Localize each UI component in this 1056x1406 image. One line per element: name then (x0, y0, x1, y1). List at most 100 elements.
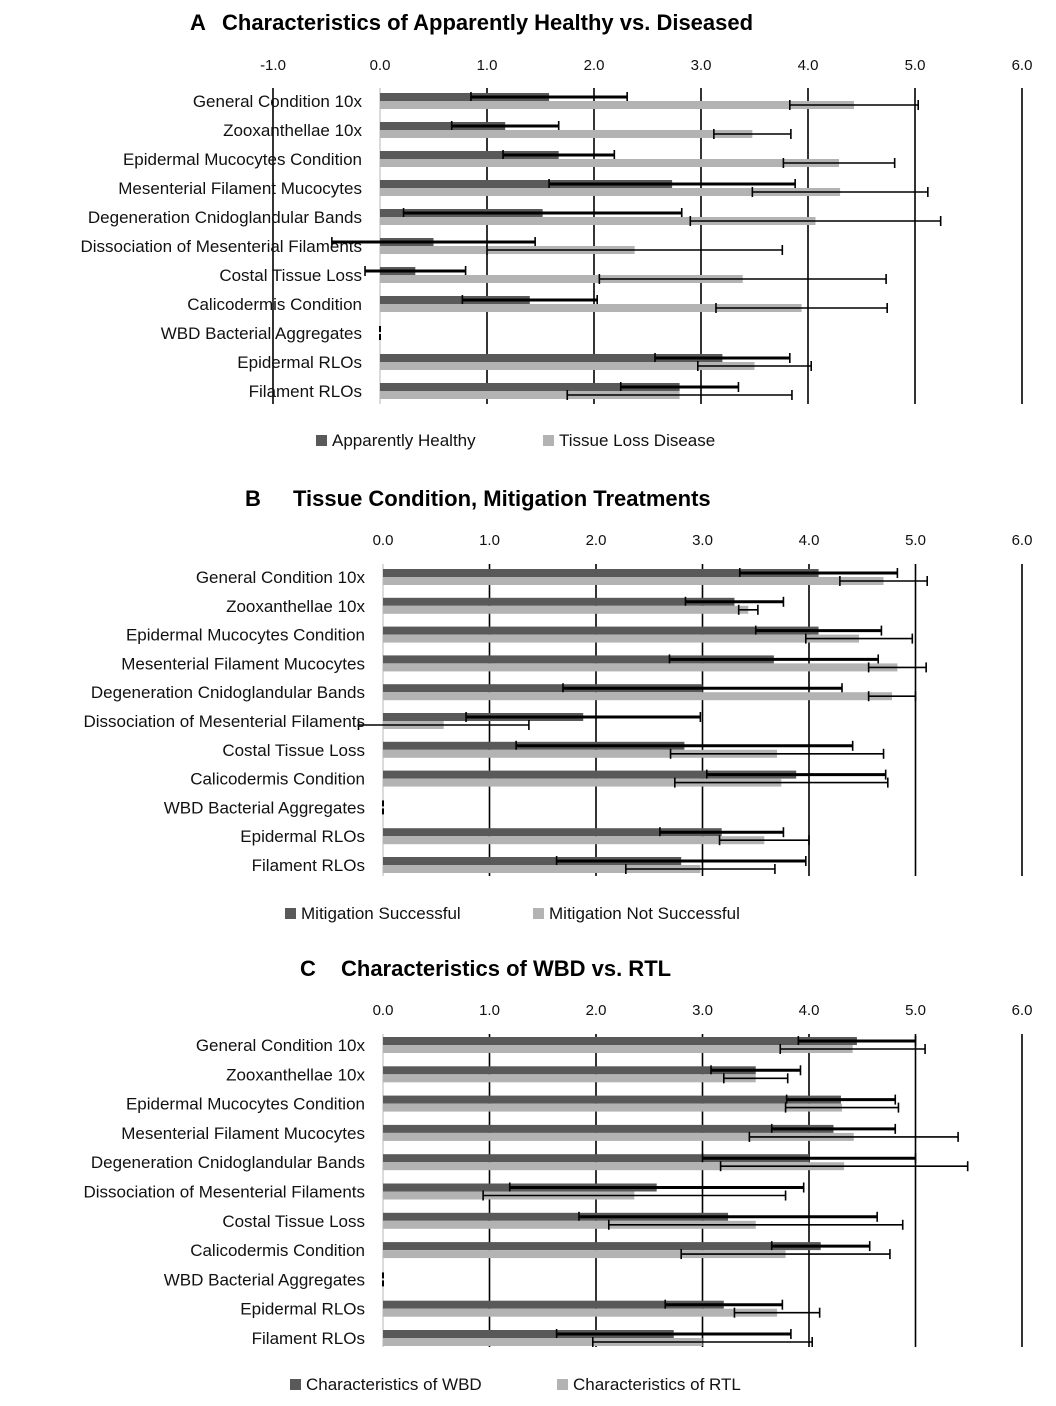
error-bar-a-s0-dissociation-of-mesenterial-filaments (331, 237, 536, 247)
error-bar-a-s0-mesenterial-filament-mucocytes (548, 179, 796, 189)
error-bar-c-s0-epidermal-mucocytes-condition (785, 1094, 897, 1105)
bar-a-s0-general-condition-10x (380, 93, 550, 101)
chart-b: B Tissue Condition, Mitigation Treatments… (83, 486, 1033, 923)
tick-label-b-3: 3.0 (692, 532, 713, 549)
category-label-a-epidermal-mucocytes-condition: Epidermal Mucocytes Condition (123, 150, 362, 169)
error-bar-a-s1-filament-rlos (566, 390, 793, 400)
bar-c-s0-epidermal-mucocytes-condition (383, 1095, 841, 1104)
error-bar-c-s1-epidermal-mucocytes-condition (784, 1102, 900, 1113)
category-label-b-mesenterial-filament-mucocytes: Mesenterial Filament Mucocytes (121, 654, 365, 673)
tick-label-a-3: 2.0 (584, 57, 605, 74)
chart-title-b: Tissue Condition, Mitigation Treatments (293, 486, 711, 511)
category-label-a-degeneration-cnidoglandular-bands: Degeneration Cnidoglandular Bands (88, 208, 362, 227)
tick-label-a-5: 4.0 (798, 57, 819, 74)
tick-label-a-0: -1.0 (260, 57, 286, 74)
bar-a-s1-costal-tissue-loss (380, 275, 743, 283)
error-bar-b-s0-costal-tissue-loss (515, 740, 854, 751)
tick-label-a-7: 6.0 (1012, 57, 1033, 74)
bar-c-s0-costal-tissue-loss (383, 1212, 729, 1221)
error-bar-a-s1-zooxanthellae-10x (713, 129, 792, 139)
bar-a-s1-mesenterial-filament-mucocytes (380, 188, 841, 196)
tick-label-c-6: 6.0 (1012, 1002, 1033, 1019)
legend-label-b-1: Mitigation Not Successful (549, 904, 740, 923)
tick-label-b-0: 0.0 (373, 532, 394, 549)
category-label-a-epidermal-rlos: Epidermal RLOs (237, 353, 362, 372)
category-label-c-calicodermis-condition: Calicodermis Condition (190, 1241, 365, 1260)
legend-swatch-b-1 (533, 908, 544, 919)
legend-label-c-0: Characteristics of WBD (306, 1375, 482, 1394)
error-bar-a-s0-zooxanthellae-10x (450, 121, 560, 131)
bar-a-s1-filament-rlos (380, 391, 680, 399)
bar-b-s0-epidermal-rlos (383, 828, 722, 837)
tick-label-b-6: 6.0 (1012, 532, 1033, 549)
error-bar-b-s1-calicodermis-condition (674, 777, 889, 788)
error-bar-b-s1-dissociation-of-mesenterial-filaments (357, 720, 530, 730)
legend-swatch-a-0 (316, 435, 327, 446)
error-bar-c-s1-zooxanthellae-10x (722, 1073, 789, 1084)
error-bar-a-s0-calicodermis-condition (461, 295, 599, 305)
legend-label-a-1: Tissue Loss Disease (559, 431, 715, 450)
panel-label-a: A (190, 10, 206, 35)
error-bar-b-s0-epidermal-mucocytes-condition (754, 625, 883, 636)
legend-swatch-b-0 (285, 908, 296, 919)
category-label-c-mesenterial-filament-mucocytes: Mesenterial Filament Mucocytes (121, 1124, 365, 1143)
bar-a-s0-calicodermis-condition (380, 296, 530, 304)
legend-swatch-c-0 (290, 1379, 301, 1390)
bar-b-s0-zooxanthellae-10x (383, 597, 735, 606)
error-bar-b-s1-filament-rlos (625, 864, 776, 874)
chart-title-a: Characteristics of Apparently Healthy vs… (222, 10, 753, 35)
error-bar-a-s1-epidermal-rlos (696, 361, 813, 371)
error-bar-c-s1-calicodermis-condition (680, 1249, 891, 1260)
panel-label-c: C (300, 956, 316, 981)
category-label-c-costal-tissue-loss: Costal Tissue Loss (222, 1212, 365, 1231)
error-bar-c-s0-degeneration-cnidoglandular-bands (701, 1153, 917, 1164)
category-label-a-dissociation-of-mesenterial-filaments: Dissociation of Mesenterial Filaments (80, 237, 362, 256)
error-bar-a-s1-calicodermis-condition (715, 303, 888, 313)
error-bar-c-s0-dissociation-of-mesenterial-filaments (508, 1182, 805, 1193)
bar-b-s1-epidermal-rlos (383, 836, 765, 845)
error-bar-b-s1-mesenterial-filament-mucocytes (867, 662, 927, 673)
category-label-c-filament-rlos: Filament RLOs (252, 1329, 365, 1348)
error-bar-c-s0-costal-tissue-loss (578, 1211, 878, 1222)
bar-b-s1-filament-rlos (383, 865, 701, 873)
bar-a-s1-epidermal-rlos (380, 362, 755, 370)
bar-a-s0-filament-rlos (380, 383, 680, 391)
error-bar-a-s0-epidermal-rlos (654, 353, 791, 363)
category-label-b-wbd-bacterial-aggregates: WBD Bacterial Aggregates (164, 798, 365, 817)
legend-label-b-0: Mitigation Successful (301, 904, 461, 923)
bar-c-s1-mesenterial-filament-mucocytes (383, 1132, 854, 1141)
chart-title-c: Characteristics of WBD vs. RTL (341, 956, 671, 981)
category-label-b-zooxanthellae-10x: Zooxanthellae 10x (226, 597, 365, 616)
error-bar-b-s1-epidermal-rlos (718, 835, 810, 846)
bar-a-s0-zooxanthellae-10x (380, 122, 506, 130)
bar-c-s0-filament-rlos (383, 1330, 674, 1338)
bar-a-s1-epidermal-mucocytes-condition (380, 159, 840, 167)
panel-c: C Characteristics of WBD vs. RTL 0.0 1.0 2.0… (0, 942, 1056, 1401)
error-bar-a-s0-general-condition-10x (470, 92, 628, 102)
category-label-b-costal-tissue-loss: Costal Tissue Loss (222, 741, 365, 760)
error-bar-a-s0-epidermal-mucocytes-condition (502, 150, 616, 160)
category-label-b-general-condition-10x: General Condition 10x (196, 568, 366, 587)
error-bar-a-s1-mesenterial-filament-mucocytes (751, 187, 929, 197)
error-bar-b-s0-zooxanthellae-10x (684, 596, 785, 607)
error-bar-b-s1-degeneration-cnidoglandular-bands (867, 691, 917, 702)
error-bar-c-s1-costal-tissue-loss (607, 1219, 904, 1230)
bar-b-s0-mesenterial-filament-mucocytes (383, 655, 774, 664)
bar-b-s1-mesenterial-filament-mucocytes (383, 663, 898, 672)
bar-a-s0-epidermal-rlos (380, 354, 723, 362)
category-label-b-degeneration-cnidoglandular-bands: Degeneration Cnidoglandular Bands (91, 683, 365, 702)
bar-c-s1-epidermal-rlos (383, 1308, 778, 1317)
bar-b-s0-general-condition-10x (383, 569, 819, 577)
bar-c-s1-degeneration-cnidoglandular-bands (383, 1162, 845, 1171)
category-label-b-epidermal-mucocytes-condition: Epidermal Mucocytes Condition (126, 626, 365, 645)
bar-c-s1-filament-rlos (383, 1338, 703, 1346)
bar-c-s0-calicodermis-condition (383, 1242, 821, 1251)
tick-label-c-0: 0.0 (373, 1002, 394, 1019)
bar-c-s0-general-condition-10x (383, 1037, 857, 1045)
bar-c-s0-degeneration-cnidoglandular-bands (383, 1154, 809, 1163)
panel-a: A Characteristics of Apparently Healthy v… (0, 0, 1056, 470)
error-bar-c-s0-calicodermis-condition (770, 1241, 871, 1252)
error-bar-c-s0-general-condition-10x (797, 1036, 917, 1046)
category-label-c-wbd-bacterial-aggregates: WBD Bacterial Aggregates (164, 1270, 365, 1289)
tick-label-b-1: 1.0 (479, 532, 500, 549)
